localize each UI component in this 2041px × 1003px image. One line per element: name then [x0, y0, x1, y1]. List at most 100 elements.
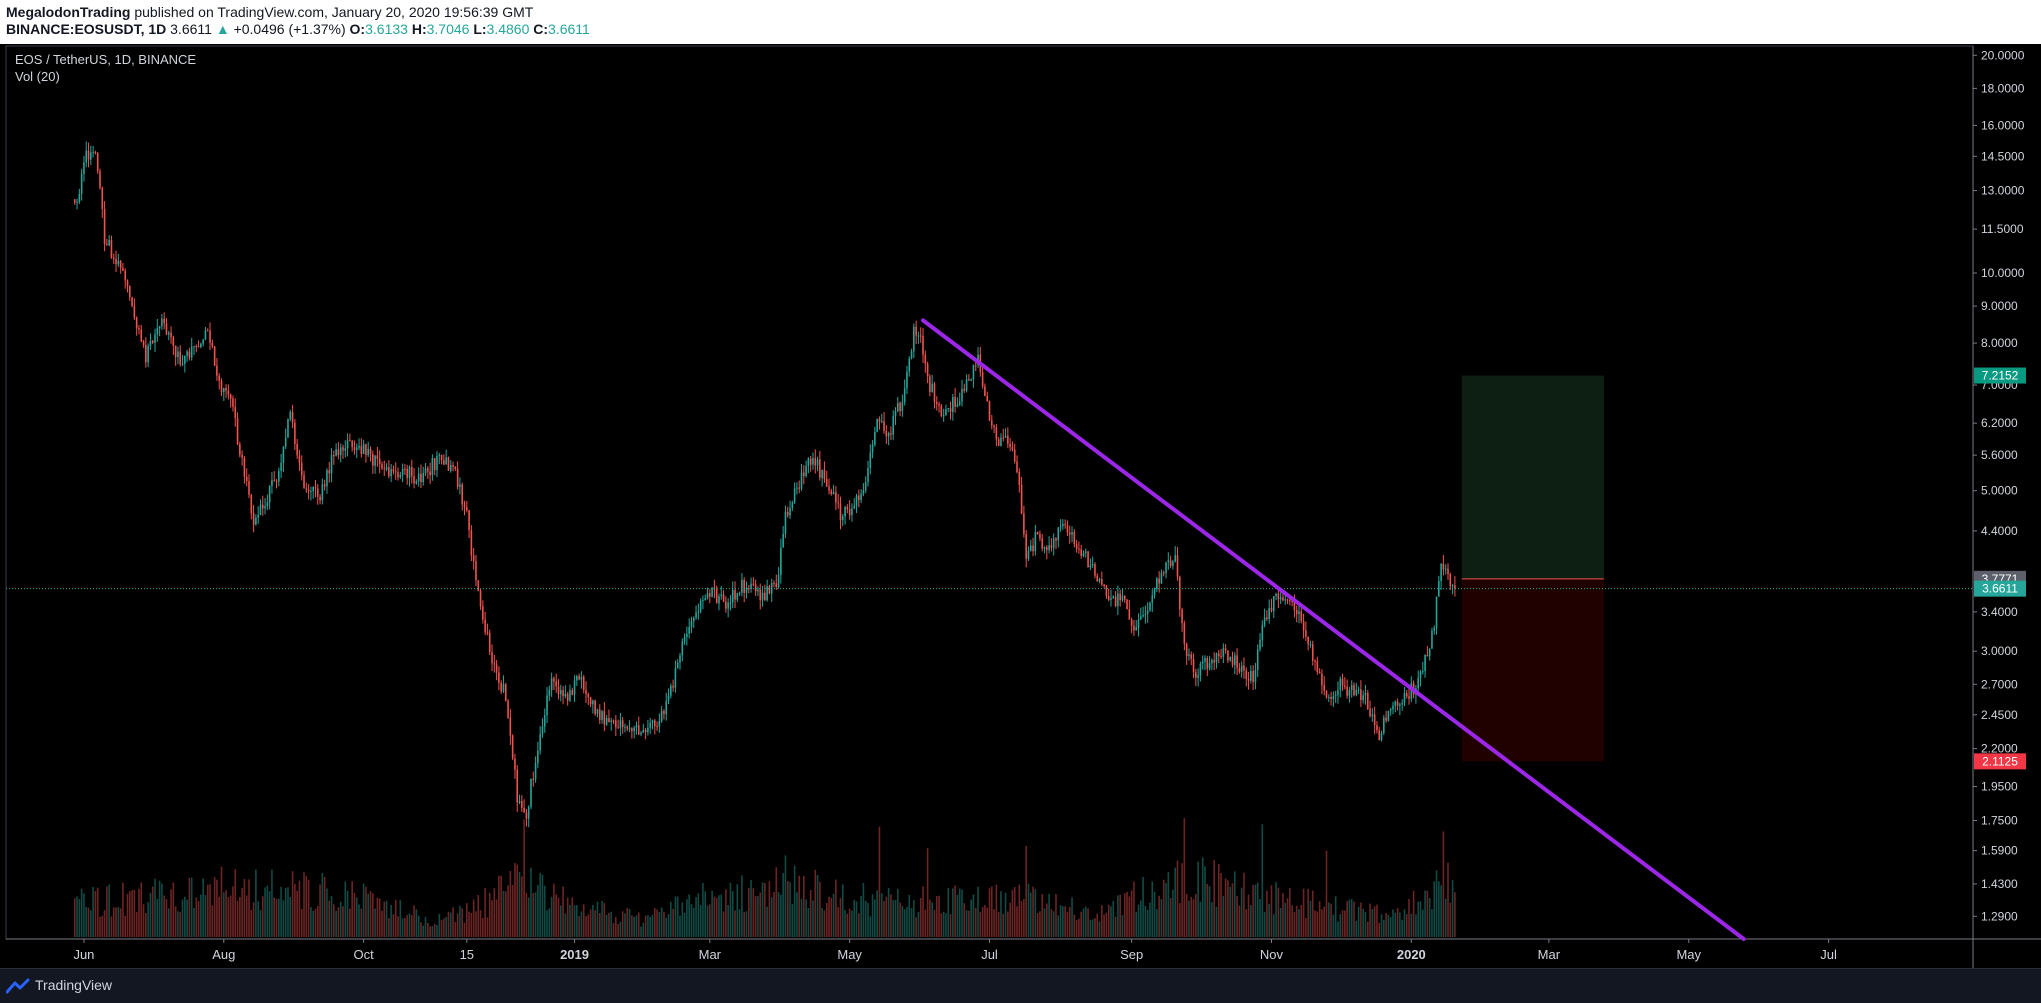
candle — [793, 482, 796, 504]
descending-trendline[interactable] — [921, 318, 1746, 941]
candle — [858, 489, 860, 508]
volume-bar — [1316, 911, 1319, 937]
volume-bar — [1454, 892, 1456, 937]
volume-bar — [170, 889, 172, 937]
volume-bar — [310, 906, 312, 937]
volume-bar — [530, 867, 532, 937]
candle — [1421, 661, 1424, 675]
volume-bar — [759, 892, 762, 937]
candle — [1222, 643, 1225, 664]
candle — [727, 598, 729, 618]
volume-bar — [1034, 889, 1037, 937]
target-zone[interactable] — [1461, 375, 1604, 579]
volume-bar — [202, 878, 204, 937]
volume-bar — [381, 910, 383, 937]
candle — [108, 235, 110, 247]
candle — [149, 333, 152, 350]
candle — [498, 666, 500, 691]
candle — [993, 424, 995, 434]
volume-bar — [245, 895, 248, 937]
candle — [598, 704, 601, 725]
candle — [1140, 607, 1142, 621]
volume-bar — [271, 869, 273, 937]
volume-indicator-label[interactable]: Vol (20) — [15, 69, 60, 84]
volume-bar — [1146, 909, 1149, 937]
candle — [461, 482, 464, 511]
candle — [1383, 714, 1385, 736]
price-tick-label: 13.0000 — [1981, 184, 2025, 198]
volume-bar — [773, 892, 775, 937]
tradingview-brand[interactable]: TradingView — [35, 977, 113, 993]
candle — [605, 715, 608, 727]
candle — [1277, 589, 1280, 609]
volume-bar — [142, 904, 145, 937]
volume-bar — [335, 910, 337, 937]
volume-bar — [1238, 905, 1241, 937]
volume-bar — [846, 913, 849, 937]
candle — [676, 659, 679, 669]
volume-bar — [174, 906, 177, 937]
volume-bar — [665, 917, 668, 937]
volume-bar — [1066, 911, 1069, 937]
volume-bar — [841, 884, 844, 937]
candle — [1114, 591, 1117, 608]
volume-bar — [1300, 904, 1303, 937]
price-tick-label: 3.4000 — [1981, 605, 2018, 619]
volume-bar — [1052, 911, 1055, 937]
candle — [704, 594, 707, 601]
volume-bar — [585, 916, 587, 937]
candle — [777, 567, 780, 589]
volume-bar — [970, 899, 972, 937]
candle — [621, 717, 624, 734]
candle — [326, 468, 328, 494]
volume-bar — [562, 886, 564, 937]
volume-bar — [580, 911, 583, 937]
candle — [1339, 676, 1342, 698]
candle — [633, 725, 635, 739]
candle — [885, 425, 888, 444]
volume-bar — [637, 912, 640, 937]
author-name[interactable]: MegalodonTrading — [6, 4, 131, 20]
candle — [1181, 607, 1183, 632]
volume-bar — [1357, 906, 1360, 937]
candle — [399, 471, 402, 479]
candle — [954, 388, 956, 413]
volume-bar — [1327, 902, 1330, 937]
candle — [486, 623, 489, 636]
volume-bar — [351, 881, 353, 937]
candle — [1107, 588, 1110, 602]
volume-bar — [406, 915, 408, 937]
candle — [1087, 550, 1089, 568]
candle — [922, 328, 924, 364]
stop-price-badge: 2.1125 — [1974, 753, 2026, 770]
stop-zone[interactable] — [1461, 578, 1604, 762]
candle — [734, 581, 736, 609]
candle — [241, 450, 243, 466]
volume-bar — [633, 916, 635, 937]
volume-bar — [1029, 892, 1032, 937]
volume-bar — [752, 888, 755, 937]
svg-text:3.6611: 3.6611 — [1982, 582, 2018, 596]
volume-bar — [278, 898, 280, 937]
candle — [294, 418, 296, 451]
volume-bar — [410, 914, 413, 937]
candle — [1256, 644, 1259, 678]
price-chart[interactable]: 20.0000 18.0000 16.0000 14.5000 13.0000 11.50… — [0, 44, 2041, 968]
candle — [819, 450, 821, 481]
chart-header: MegalodonTrading published on TradingVie… — [0, 0, 2041, 44]
candle — [1183, 620, 1186, 651]
volume-bar — [858, 913, 860, 937]
volume-bar — [250, 909, 253, 937]
candle — [1314, 659, 1316, 671]
volume-bar — [777, 892, 780, 937]
candle — [397, 467, 399, 481]
volume-bar — [1254, 884, 1257, 937]
candle — [1073, 529, 1076, 548]
candle — [126, 279, 129, 293]
volume-bar — [1289, 888, 1291, 937]
candle — [1068, 525, 1071, 544]
candle — [706, 587, 709, 600]
candle — [206, 328, 209, 332]
candle — [743, 577, 745, 603]
candle — [1279, 592, 1282, 605]
